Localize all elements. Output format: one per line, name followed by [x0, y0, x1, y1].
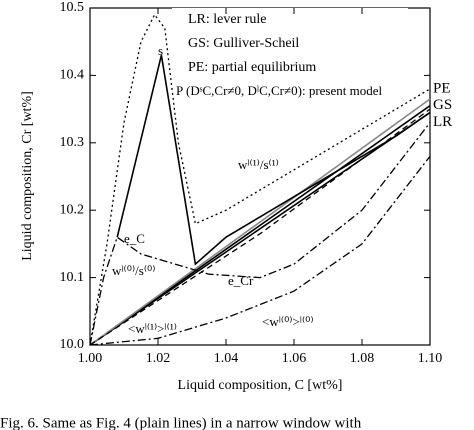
caption: Fig. 6. Same as Fig. 4 (plain lines) in … — [0, 415, 362, 430]
annotation: <wˡ⁽¹⁾>ˡ⁽¹⁾ — [128, 321, 177, 336]
legend-text: GS: Gulliver-Scheil — [188, 36, 299, 51]
x-axis-label: Liquid composition, C [wt%] — [178, 378, 343, 393]
y-tick-label: 10.0 — [60, 337, 85, 352]
y-tick-label: 10.4 — [60, 68, 85, 83]
series-line — [89, 105, 431, 346]
x-tick-label: 1.04 — [214, 351, 239, 366]
annotation: s — [158, 43, 163, 58]
y-tick-label: 10.3 — [60, 135, 85, 150]
y-tick-label: 10.1 — [60, 270, 85, 285]
series-line — [89, 122, 431, 346]
x-tick-label: 1.06 — [282, 351, 307, 366]
y-axis-label: Liquid composition, Cr [wt%] — [20, 91, 35, 261]
x-tick-label: 1.10 — [418, 351, 443, 366]
legend-text: PE: partial equilibrium — [188, 60, 316, 75]
annotation: <wˡ⁽⁰⁾>ˡ⁽⁰⁾ — [262, 314, 314, 329]
series-label: PE — [433, 80, 451, 96]
series-label: GS — [433, 97, 452, 113]
annotation: e_Cr — [228, 273, 254, 288]
legend-text: LR: lever rule — [188, 12, 267, 27]
annotation: wˡ⁽¹⁾/s⁽¹⁾ — [238, 157, 279, 172]
annotation: e_C — [124, 231, 145, 246]
y-tick-label: 10.2 — [60, 202, 85, 217]
series-line — [89, 108, 431, 346]
annotation: wˡ⁽⁰⁾/s⁽⁰⁾ — [112, 263, 155, 278]
series-label: LR — [433, 114, 452, 130]
x-tick-label: 1.08 — [350, 351, 375, 366]
x-tick-label: 1.02 — [146, 351, 171, 366]
series-line — [89, 155, 431, 346]
series-line — [89, 111, 431, 346]
series-line — [89, 98, 431, 346]
y-tick-label: 10.5 — [60, 0, 85, 15]
legend-text: P (DˢC,Cr≠0, DˡC,Cr≠0): present model — [176, 83, 382, 98]
legend-box — [172, 8, 408, 104]
x-tick-label: 1.00 — [78, 351, 103, 366]
